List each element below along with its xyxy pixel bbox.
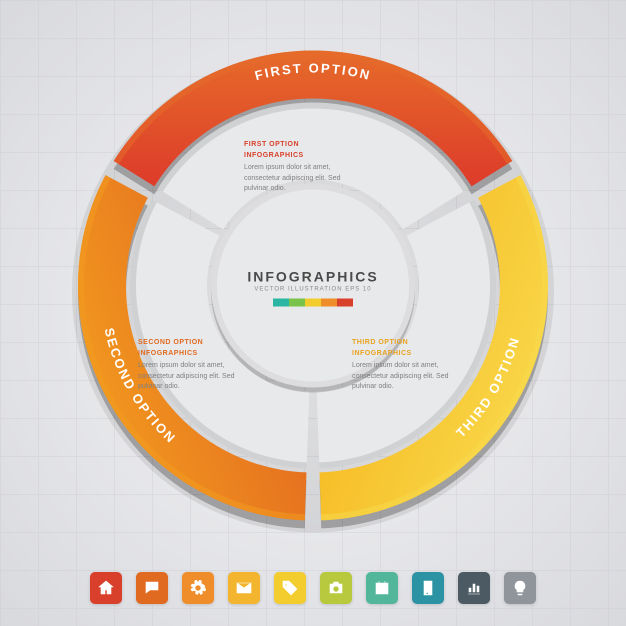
swatch xyxy=(273,299,289,307)
swatch xyxy=(321,299,337,307)
tag-icon[interactable] xyxy=(274,572,306,604)
inner-text-first: FIRST OPTION INFOGRAPHICS Lorem ipsum do… xyxy=(244,140,354,195)
center-title: INFOGRAPHICS xyxy=(228,269,398,285)
color-swatches xyxy=(228,299,398,307)
gear-icon[interactable] xyxy=(182,572,214,604)
home-icon[interactable] xyxy=(90,572,122,604)
center-hub: INFOGRAPHICS VECTOR ILLUSTRATION EPS 10 xyxy=(228,269,398,307)
inner-text-second: SECOND OPTION INFOGRAPHICS Lorem ipsum d… xyxy=(138,338,248,393)
phone-icon[interactable] xyxy=(412,572,444,604)
swatch xyxy=(305,299,321,307)
camera-icon[interactable] xyxy=(320,572,352,604)
ring-chart: FIRST OPTIONSECOND OPTIONTHIRD OPTION IN… xyxy=(53,25,573,550)
swatch xyxy=(337,299,353,307)
bulb-icon[interactable] xyxy=(504,572,536,604)
icon-row xyxy=(90,572,536,604)
chart-icon[interactable] xyxy=(458,572,490,604)
chat-icon[interactable] xyxy=(136,572,168,604)
center-subtitle: VECTOR ILLUSTRATION EPS 10 xyxy=(228,287,398,293)
inner-text-third: THIRD OPTION INFOGRAPHICS Lorem ipsum do… xyxy=(352,338,462,393)
swatch xyxy=(289,299,305,307)
cal-icon[interactable] xyxy=(366,572,398,604)
mail-icon[interactable] xyxy=(228,572,260,604)
